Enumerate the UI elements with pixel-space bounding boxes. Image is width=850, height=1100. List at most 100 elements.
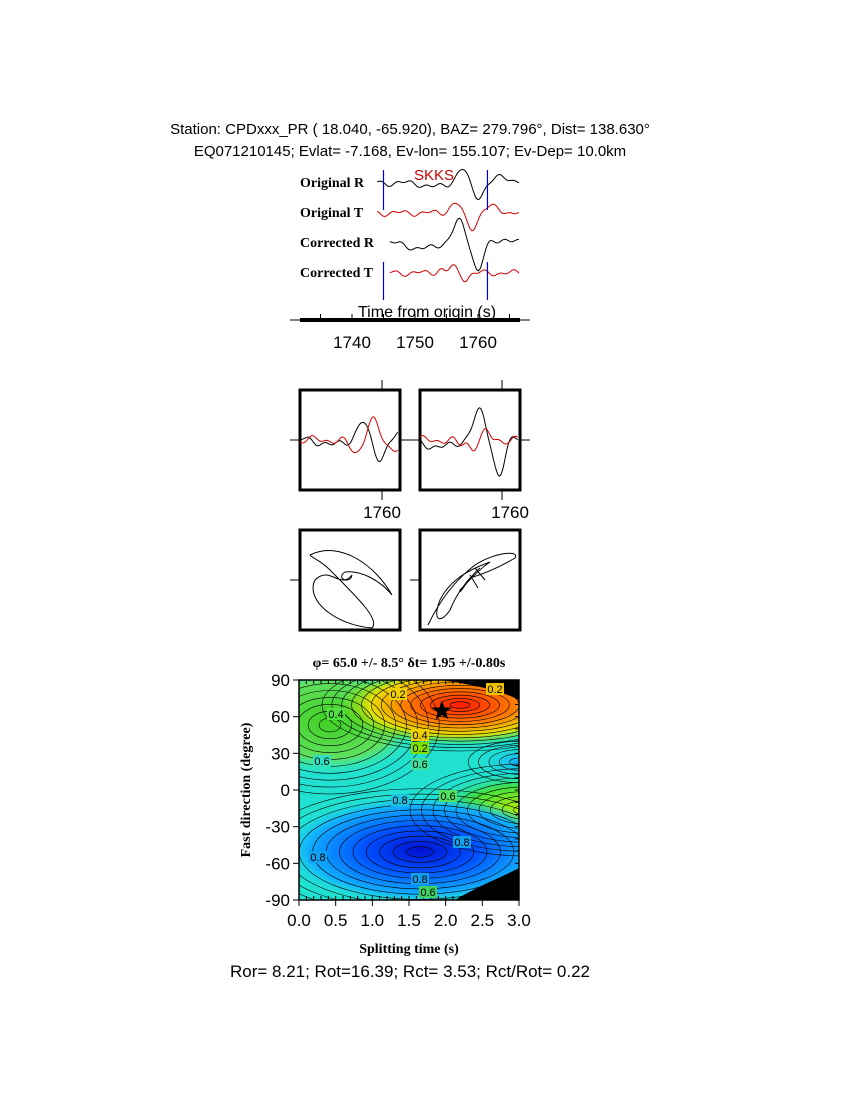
waveform-original-r xyxy=(299,421,399,463)
heatmap-xtick: 0.5 xyxy=(324,911,348,930)
contour-line xyxy=(331,680,519,749)
trace-corrected-t xyxy=(389,264,520,283)
heatmap-ytick: 60 xyxy=(271,708,290,727)
contour-line xyxy=(432,772,519,848)
contour-label: 0.6 xyxy=(412,759,427,771)
contour-line xyxy=(400,684,519,726)
contour-label: 0.2 xyxy=(390,689,405,701)
contour-line xyxy=(341,680,519,745)
contour-line xyxy=(299,793,519,900)
contour-line xyxy=(299,788,519,900)
contour-label-bg xyxy=(313,755,331,767)
waveform-corrected-t xyxy=(419,427,518,452)
heatmap-ytick: 30 xyxy=(271,744,290,763)
contour-line xyxy=(478,745,519,779)
waveform-panel-original xyxy=(298,388,402,492)
heatmap-xlabel: Splitting time (s) xyxy=(359,942,459,957)
contour-line xyxy=(371,680,519,735)
contour-line xyxy=(467,786,519,834)
contour-line xyxy=(490,796,519,824)
contour-label: 0.8 xyxy=(454,837,469,849)
contour-label-bg xyxy=(453,836,471,848)
best-fit-star-icon xyxy=(432,700,452,720)
trace-label-original-r: Original R xyxy=(300,176,365,191)
contour-line xyxy=(299,697,374,753)
contour-label-bg xyxy=(486,683,504,695)
contour-line xyxy=(406,846,434,858)
trace-corrected-r xyxy=(389,217,520,272)
contour-label-bg xyxy=(327,708,345,720)
contour-line xyxy=(421,768,519,852)
trace-original-r xyxy=(377,168,520,201)
contour-label: 0.2 xyxy=(487,684,502,696)
contour-label-bg xyxy=(391,794,409,806)
footer-ratios: Ror= 8.21; Rot=16.39; Rct= 3.53; Rct/Rot… xyxy=(229,962,591,981)
contour-label: 0.6 xyxy=(420,887,435,899)
contour-line xyxy=(380,680,519,732)
contour-label: 0.8 xyxy=(310,852,325,864)
trace-tick-1740: 1740 xyxy=(333,333,371,352)
particle-motion-original xyxy=(309,550,393,629)
contour-label-bg xyxy=(309,851,327,863)
heatmap-xtick: 2.0 xyxy=(434,911,458,930)
heatmap-surface xyxy=(299,680,519,900)
contour-line xyxy=(439,698,481,712)
heatmap-ytick: 0 xyxy=(281,781,290,800)
contour-label: 0.4 xyxy=(412,730,427,742)
contour-line xyxy=(501,800,519,820)
contour-label: 0.6 xyxy=(440,791,455,803)
contour-label-bg xyxy=(411,873,429,885)
trace-original-t xyxy=(376,202,520,232)
heatmap-ytick: -90 xyxy=(265,891,290,910)
trace-xlabel: Time from origin (s) xyxy=(358,304,496,321)
heatmap-ytick: -60 xyxy=(265,854,290,873)
waveform-corrected-r xyxy=(419,407,518,477)
contour-line xyxy=(509,757,519,767)
heatmap-xtick: 0.0 xyxy=(287,911,311,930)
contour-label: 0.8 xyxy=(392,795,407,807)
phase-label: SKKS xyxy=(414,167,454,184)
waveform-tick-1760-left: 1760 xyxy=(363,503,401,522)
contour-line xyxy=(499,753,519,771)
trace-tick-1750: 1750 xyxy=(396,333,434,352)
heatmap-ytick: -30 xyxy=(265,818,290,837)
heatmap-ylabel: Fast direction (degree) xyxy=(239,722,254,857)
contour-line xyxy=(299,799,519,900)
contour-line xyxy=(488,749,519,775)
contour-line xyxy=(478,791,519,829)
heatmap-xtick: 2.5 xyxy=(471,911,495,930)
contour-label-bg xyxy=(419,886,437,898)
contour-line xyxy=(409,763,519,857)
heatmap-xtick: 1.0 xyxy=(361,911,385,930)
contour-label: 0.6 xyxy=(314,756,329,768)
contour-line xyxy=(379,835,461,869)
contour-line xyxy=(392,841,448,863)
contour-line xyxy=(513,805,519,815)
contour-line xyxy=(299,680,407,774)
event-header: EQ071210145; Evlat= -7.168, Ev-lon= 155.… xyxy=(193,143,627,160)
particle-motion-corrected xyxy=(427,552,517,626)
contour-line xyxy=(449,701,471,709)
waveform-original-t xyxy=(299,416,399,454)
contour-line xyxy=(299,680,440,795)
heatmap-ytick: 90 xyxy=(271,671,290,690)
contour-line xyxy=(410,688,510,722)
contour-line xyxy=(420,691,500,719)
contour-label: 0.4 xyxy=(328,709,343,721)
heatmap-xtick: 1.5 xyxy=(397,911,421,930)
contour-line xyxy=(299,680,429,788)
contour-label-bg xyxy=(389,688,407,700)
heatmap-xtick: 3.0 xyxy=(507,911,531,930)
contour-label-bg xyxy=(411,729,429,741)
contour-line xyxy=(455,782,519,838)
station-header: Station: CPDxxx_PR ( 18.040, -65.920), B… xyxy=(170,121,650,138)
contour-label: 0.2 xyxy=(412,743,427,755)
trace-panel xyxy=(320,168,520,320)
trace-tick-1760: 1760 xyxy=(459,333,497,352)
waveform-panel-corrected xyxy=(418,388,522,492)
contour-label: 0.8 xyxy=(412,874,427,886)
trace-label-original-t: Original T xyxy=(300,206,364,221)
contour-line xyxy=(361,680,519,739)
trace-label-corrected-r: Corrected R xyxy=(300,236,375,251)
